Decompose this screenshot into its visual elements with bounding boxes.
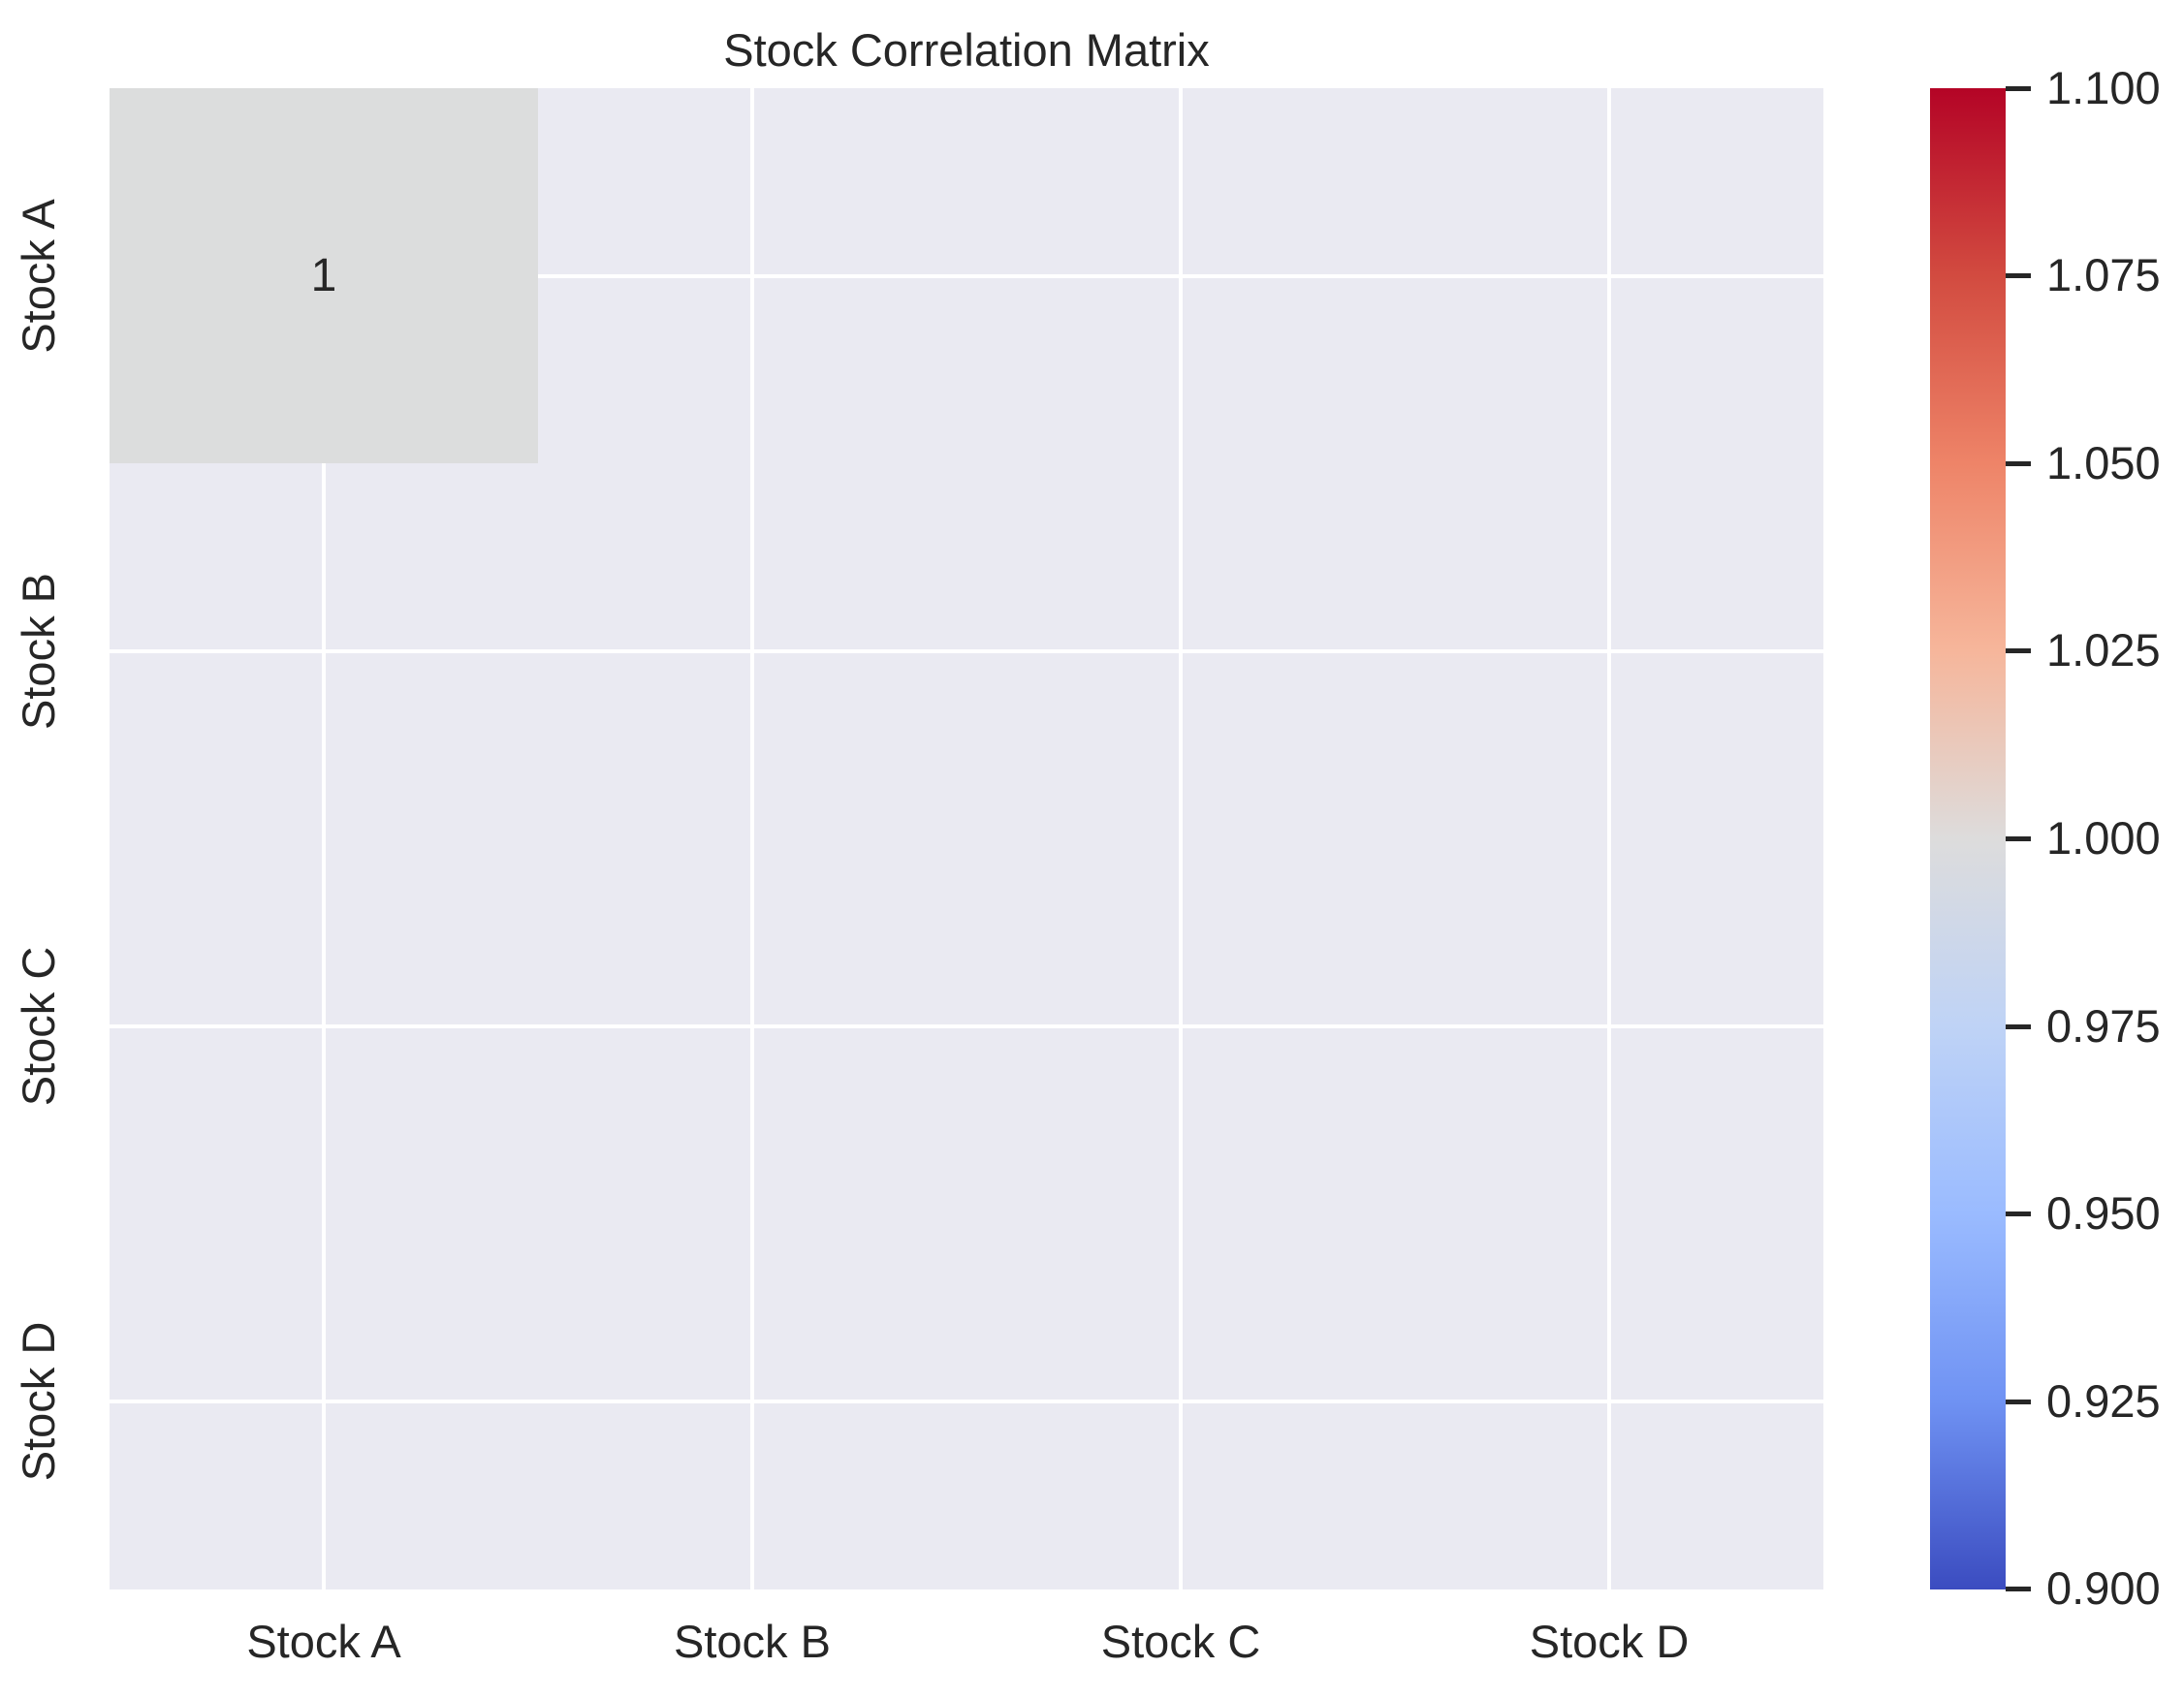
colorbar-tick-label: 1.100 [2046,62,2161,113]
gridline-x-stock-b [750,88,754,1589]
colorbar [1930,88,2006,1589]
y-tick-stock-d: Stock D [0,1213,97,1589]
gridline-x-stock-d [1607,88,1611,1589]
colorbar-tick [2006,1211,2031,1216]
y-tick-label: Stock A [13,198,64,354]
colorbar-tick [2006,273,2031,278]
y-tick-stock-a: Stock A [0,88,97,463]
y-tick-label: Stock D [13,1321,64,1481]
colorbar-tick [2006,86,2031,91]
colorbar-tick [2006,1587,2031,1591]
colorbar-tick-label: 0.975 [2046,1000,2161,1052]
gridline-y-stock-b [110,649,1823,653]
gridline-y-stock-c [110,1024,1823,1028]
heatmap-plot-area: 1 [110,88,1823,1589]
colorbar-tick [2006,836,2031,841]
gridline-x-stock-c [1179,88,1183,1589]
colorbar-tick-label: 0.925 [2046,1375,2161,1427]
y-tick-stock-c: Stock C [0,838,97,1213]
colorbar-tick [2006,461,2031,466]
colorbar-tick-label: 1.075 [2046,249,2161,300]
heatmap-cell-stock-a-stock-a: 1 [110,88,538,463]
y-tick-label: Stock B [13,572,64,730]
cell-annotation: 1 [310,250,337,301]
colorbar-tick-label: 0.900 [2046,1562,2161,1614]
colorbar-tick-label: 1.025 [2046,624,2161,676]
chart-title: Stock Correlation Matrix [723,24,1210,76]
colorbar-tick [2006,1400,2031,1404]
x-tick-stock-b: Stock B [674,1616,831,1667]
y-tick-label: Stock C [13,946,64,1106]
gridline-y-stock-d [110,1400,1823,1403]
y-tick-stock-b: Stock B [0,463,97,838]
x-tick-stock-d: Stock D [1529,1616,1690,1667]
colorbar-tick [2006,1024,2031,1029]
colorbar-tick-label: 1.050 [2046,437,2161,488]
colorbar-tick-label: 0.950 [2046,1187,2161,1239]
colorbar-tick-label: 1.000 [2046,812,2161,864]
x-tick-stock-c: Stock C [1100,1616,1261,1667]
x-tick-stock-a: Stock A [246,1616,401,1667]
gridline-y-stock-a [538,274,1823,278]
colorbar-tick [2006,648,2031,653]
